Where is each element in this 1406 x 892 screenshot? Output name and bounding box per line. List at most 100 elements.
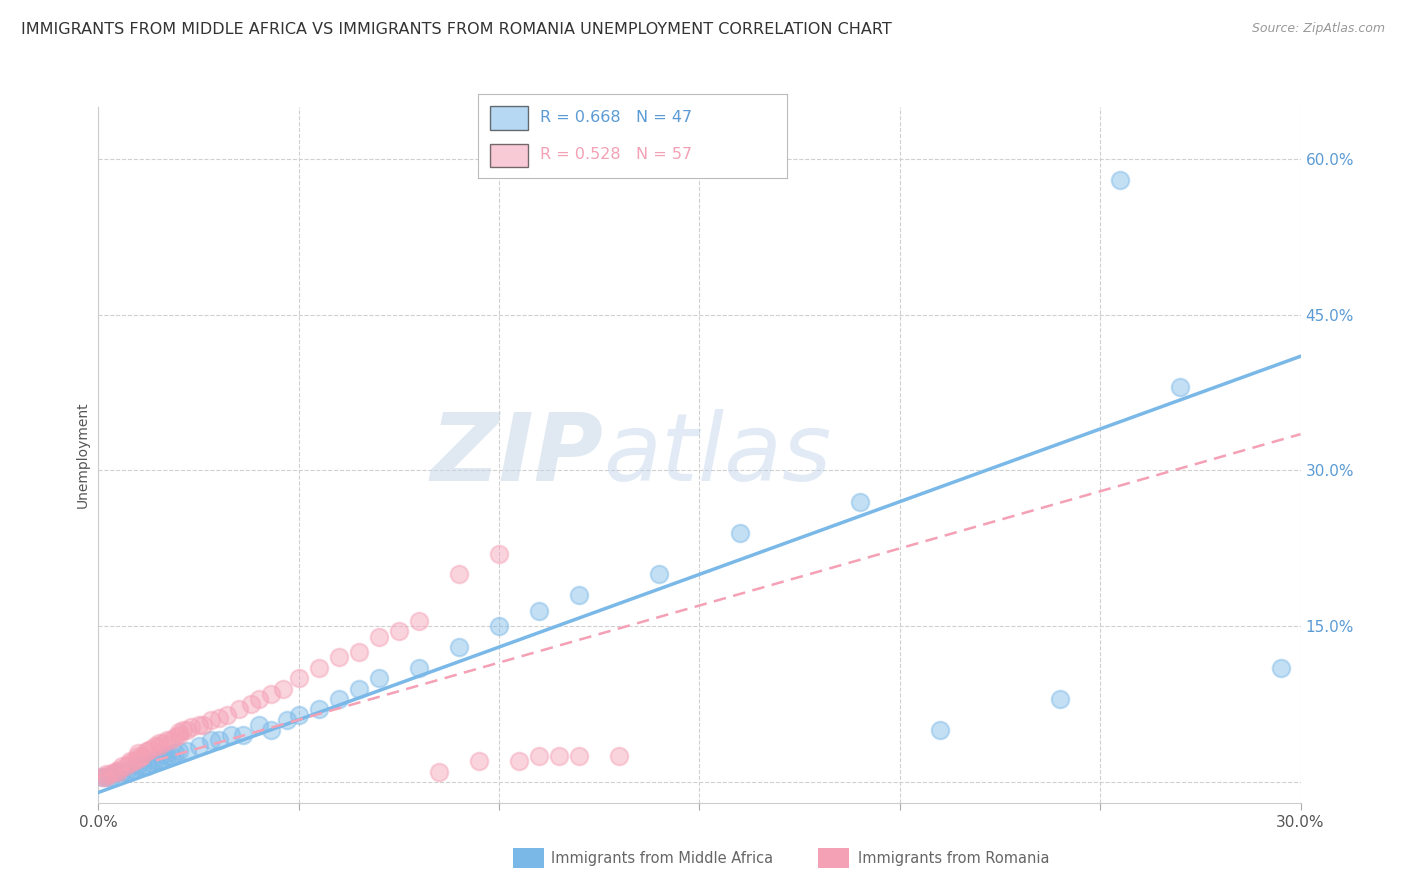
Point bbox=[135, 759, 157, 773]
Point bbox=[427, 764, 450, 779]
Point bbox=[120, 764, 142, 779]
Point bbox=[529, 749, 551, 764]
Point bbox=[96, 770, 118, 784]
Point bbox=[388, 624, 411, 639]
Point bbox=[328, 650, 350, 665]
Point bbox=[529, 604, 551, 618]
Point bbox=[232, 728, 254, 742]
Point bbox=[128, 746, 150, 760]
Point bbox=[176, 744, 198, 758]
Point bbox=[208, 711, 231, 725]
Point bbox=[91, 770, 114, 784]
Point bbox=[131, 759, 153, 773]
Point bbox=[260, 723, 283, 738]
Point bbox=[648, 567, 671, 582]
Point bbox=[115, 759, 138, 773]
Point bbox=[143, 754, 166, 768]
Point bbox=[131, 749, 153, 764]
Text: ZIP: ZIP bbox=[430, 409, 603, 501]
Text: atlas: atlas bbox=[603, 409, 831, 500]
Point bbox=[96, 766, 118, 780]
Point bbox=[308, 661, 330, 675]
Point bbox=[128, 759, 150, 773]
Point bbox=[247, 692, 270, 706]
Point bbox=[219, 728, 242, 742]
Point bbox=[107, 764, 129, 779]
Point bbox=[728, 525, 751, 540]
Point bbox=[100, 770, 122, 784]
Point bbox=[1109, 172, 1132, 186]
Point bbox=[103, 766, 125, 780]
Point bbox=[103, 764, 125, 779]
Point bbox=[191, 718, 214, 732]
Point bbox=[568, 749, 591, 764]
Point bbox=[167, 728, 190, 742]
Point bbox=[447, 567, 470, 582]
Point bbox=[508, 754, 530, 768]
Point bbox=[111, 759, 134, 773]
Point bbox=[124, 763, 146, 777]
FancyBboxPatch shape bbox=[491, 106, 527, 130]
Point bbox=[124, 754, 146, 768]
Point bbox=[128, 752, 150, 766]
Point bbox=[208, 733, 231, 747]
Point bbox=[167, 725, 190, 739]
Point bbox=[849, 494, 872, 508]
Point bbox=[163, 731, 186, 745]
Point bbox=[347, 681, 370, 696]
Point bbox=[328, 692, 350, 706]
Point bbox=[1270, 661, 1292, 675]
Point bbox=[180, 720, 202, 734]
Point bbox=[609, 749, 631, 764]
Point bbox=[155, 733, 177, 747]
Point bbox=[96, 770, 118, 784]
Point bbox=[135, 744, 157, 758]
Point bbox=[159, 749, 181, 764]
Point bbox=[139, 741, 162, 756]
Point bbox=[308, 702, 330, 716]
Point bbox=[152, 752, 174, 766]
Text: Source: ZipAtlas.com: Source: ZipAtlas.com bbox=[1251, 22, 1385, 36]
Point bbox=[247, 718, 270, 732]
Point bbox=[408, 614, 430, 628]
Point bbox=[568, 588, 591, 602]
Point bbox=[187, 739, 209, 753]
Point bbox=[128, 749, 150, 764]
Text: IMMIGRANTS FROM MIDDLE AFRICA VS IMMIGRANTS FROM ROMANIA UNEMPLOYMENT CORRELATIO: IMMIGRANTS FROM MIDDLE AFRICA VS IMMIGRA… bbox=[21, 22, 891, 37]
Point bbox=[100, 766, 122, 780]
Point bbox=[176, 723, 198, 738]
Point bbox=[548, 749, 571, 764]
Point bbox=[172, 723, 194, 738]
Point bbox=[200, 713, 222, 727]
Point bbox=[488, 547, 510, 561]
Point bbox=[187, 718, 209, 732]
Point bbox=[408, 661, 430, 675]
Y-axis label: Unemployment: Unemployment bbox=[76, 401, 90, 508]
Point bbox=[271, 681, 294, 696]
Point bbox=[167, 744, 190, 758]
Text: Immigrants from Romania: Immigrants from Romania bbox=[858, 851, 1049, 865]
Point bbox=[239, 697, 262, 711]
Point bbox=[260, 687, 283, 701]
Point bbox=[447, 640, 470, 654]
Point bbox=[276, 713, 298, 727]
Point bbox=[200, 733, 222, 747]
Point bbox=[155, 749, 177, 764]
Point bbox=[148, 735, 170, 749]
Point bbox=[468, 754, 491, 768]
Point bbox=[929, 723, 952, 738]
Text: R = 0.668   N = 47: R = 0.668 N = 47 bbox=[540, 110, 692, 125]
Point bbox=[488, 619, 510, 633]
Point bbox=[120, 754, 142, 768]
Point bbox=[159, 733, 181, 747]
Point bbox=[288, 671, 311, 685]
Point bbox=[148, 754, 170, 768]
Point bbox=[228, 702, 250, 716]
Point bbox=[288, 707, 311, 722]
Point bbox=[163, 746, 186, 760]
Point bbox=[107, 764, 129, 779]
Point bbox=[368, 671, 391, 685]
Text: Immigrants from Middle Africa: Immigrants from Middle Africa bbox=[551, 851, 773, 865]
Point bbox=[120, 756, 142, 771]
Point bbox=[135, 744, 157, 758]
